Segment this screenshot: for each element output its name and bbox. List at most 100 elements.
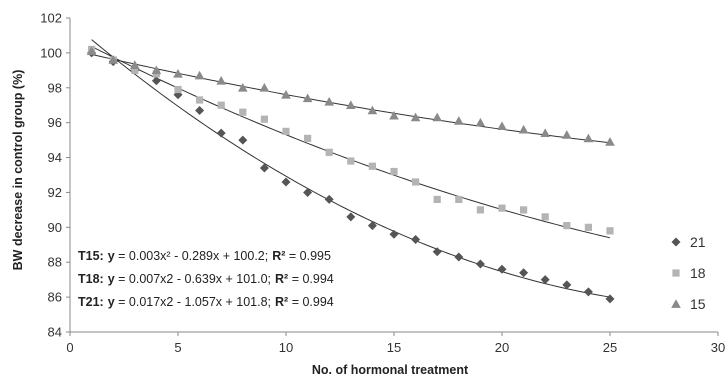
legend-label-21: 21 — [690, 234, 706, 250]
x-tick-label: 5 — [174, 340, 181, 355]
data-markers — [86, 45, 615, 304]
data-point-15 — [302, 93, 313, 103]
data-point-21 — [411, 235, 421, 245]
plot-area: 0 5 10 15 20 25 30 84 86 88 90 92 94 96 98 100 102 — [40, 11, 725, 356]
data-point-15 — [151, 65, 162, 75]
equation-body: = 0.007x2 - 0.639x + 101.0; — [115, 272, 271, 286]
y-tick-label: 90 — [48, 220, 62, 235]
x-tick-label: 15 — [387, 340, 401, 355]
equation-body: = 0.017x2 - 1.057x + 101.8; — [115, 295, 271, 309]
equation-row: T18: y = 0.007x2 - 0.639x + 101.0; R² = 0.… — [78, 272, 334, 286]
data-point-21 — [281, 177, 291, 187]
equation-label: T18: — [78, 272, 104, 286]
data-point-18 — [541, 213, 549, 221]
data-point-18 — [368, 162, 376, 170]
data-point-21 — [367, 221, 377, 231]
data-point-15 — [324, 96, 334, 106]
data-point-18 — [282, 127, 290, 135]
data-point-15 — [108, 55, 118, 64]
x-tick-label: 30 — [711, 340, 725, 355]
data-point-18 — [131, 66, 139, 74]
equation-row: T15: y = 0.003x² - 0.289x + 100.2; R² = 0.… — [78, 249, 331, 263]
equation-body: = 0.003x² - 0.289x + 100.2; — [115, 249, 269, 263]
trend-line-15 — [91, 53, 611, 144]
y-tick-label: 100 — [40, 45, 62, 60]
data-point-21 — [324, 194, 334, 204]
data-point-15 — [432, 112, 442, 122]
equation-r2-value: = 0.994 — [288, 272, 334, 286]
y-axis-title: BW decrease in control group (%) — [11, 70, 25, 271]
legend-marker-18 — [672, 269, 680, 277]
y-tick-label: 92 — [48, 185, 62, 200]
y-axis-ticks: 84 86 88 90 92 94 96 98 100 102 — [40, 11, 70, 340]
data-point-21 — [216, 128, 226, 138]
legend-label-18: 18 — [690, 265, 706, 281]
y-tick-label: 86 — [48, 290, 62, 305]
legend: 21 18 15 — [671, 234, 706, 312]
data-point-21 — [583, 287, 593, 297]
data-point-21 — [497, 264, 507, 274]
data-point-15 — [86, 46, 97, 55]
data-point-15 — [346, 100, 356, 110]
data-point-18 — [455, 195, 463, 204]
data-point-15 — [518, 124, 529, 134]
data-point-15 — [130, 60, 140, 69]
data-point-15 — [540, 128, 550, 137]
data-point-18 — [412, 178, 420, 186]
equation-y: y — [108, 272, 115, 286]
y-tick-label: 84 — [48, 325, 62, 340]
data-point-15 — [497, 121, 507, 130]
data-point-18 — [584, 223, 592, 231]
data-point-18 — [196, 96, 204, 104]
data-point-21 — [432, 247, 442, 257]
data-point-18 — [217, 101, 225, 109]
data-point-21 — [346, 212, 356, 222]
equation-r2-value: = 0.995 — [285, 249, 331, 263]
data-point-18 — [390, 167, 398, 176]
data-point-18 — [498, 204, 506, 212]
y-tick-label: 88 — [48, 255, 62, 270]
data-point-15 — [475, 117, 486, 127]
data-point-18 — [304, 134, 312, 142]
data-point-15 — [562, 130, 572, 139]
data-point-18 — [606, 227, 614, 235]
equation-r2-value: = 0.994 — [288, 295, 334, 309]
data-point-21 — [259, 163, 269, 173]
data-point-15 — [281, 89, 291, 99]
regression-equations: T15: y = 0.003x² - 0.289x + 100.2; R² = 0.… — [78, 249, 334, 309]
data-point-15 — [583, 133, 594, 143]
data-point-21 — [454, 252, 464, 262]
y-tick-label: 96 — [48, 115, 62, 130]
data-point-18 — [476, 206, 484, 214]
equation-y: y — [108, 249, 115, 263]
legend-label-15: 15 — [690, 296, 706, 312]
y-tick-label: 98 — [48, 80, 62, 95]
equation-r2-label: R² — [272, 249, 285, 263]
legend-marker-15 — [671, 299, 681, 308]
data-point-21 — [389, 229, 399, 239]
data-point-15 — [367, 105, 378, 115]
trend-line-18 — [91, 46, 611, 239]
x-axis-title: No. of hormonal treatment — [312, 363, 469, 377]
data-point-15 — [238, 82, 248, 92]
x-axis-ticks: 0 5 10 15 20 25 30 — [66, 332, 725, 355]
data-point-21 — [519, 268, 529, 278]
data-point-18 — [260, 115, 268, 123]
data-point-15 — [454, 116, 464, 125]
data-point-18 — [325, 148, 333, 156]
data-point-15 — [605, 137, 615, 146]
x-tick-label: 20 — [495, 340, 509, 355]
data-point-21 — [562, 280, 572, 290]
equation-label: T15: — [78, 249, 104, 263]
equation-r2-label: R² — [275, 295, 288, 309]
data-point-15 — [410, 112, 421, 122]
equation-r2-label: R² — [275, 272, 288, 286]
data-point-21 — [303, 187, 313, 197]
equation-label: T21: — [78, 295, 104, 309]
y-tick-label: 94 — [48, 150, 62, 165]
data-point-18 — [174, 85, 182, 94]
data-point-15 — [194, 70, 205, 80]
equation-y: y — [108, 295, 115, 309]
data-point-15 — [389, 110, 399, 120]
